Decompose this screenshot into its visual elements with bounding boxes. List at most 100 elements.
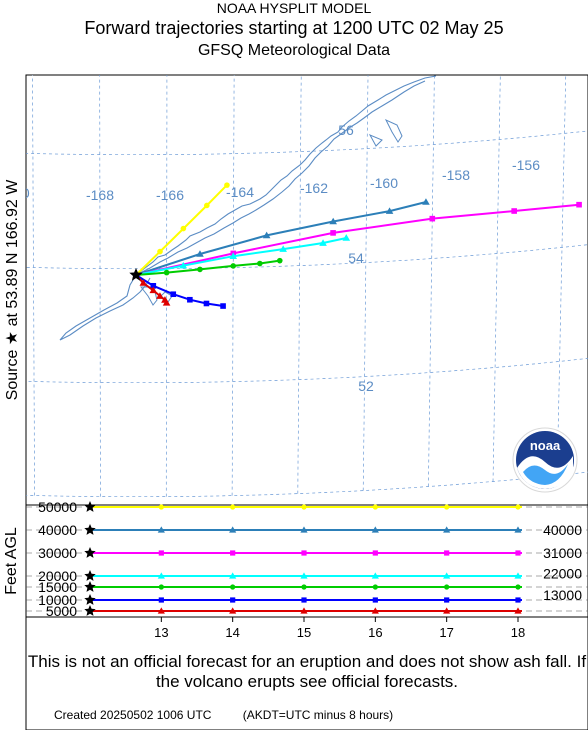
- trajectory-marker: [276, 257, 283, 264]
- altitude-marker: [372, 597, 378, 603]
- trajectory-marker: [262, 231, 271, 239]
- trajectory-marker: [196, 250, 204, 257]
- altitude-marker: [158, 584, 164, 590]
- trajectory-marker: [163, 269, 170, 276]
- source-start-star-icon: [84, 547, 96, 558]
- altitude-marker: [301, 597, 307, 603]
- trajectory-marker: [279, 245, 287, 252]
- x-tick-label: 17: [439, 625, 453, 640]
- right-height-label: 40000: [543, 522, 582, 538]
- altitude-tick-label: 20000: [38, 568, 77, 584]
- footer: Created 20250502 1006 UTC (AKDT=UTC minu…: [54, 708, 421, 722]
- x-tick-label: 15: [297, 625, 311, 640]
- alaska-peninsula-coastline: [59, 75, 437, 341]
- trajectory-marker: [139, 279, 148, 286]
- altitude-marker: [515, 584, 521, 590]
- meridian-line: [492, 75, 501, 482]
- trajectory-marker: [342, 234, 351, 241]
- altitude-marker: [300, 607, 308, 614]
- right-height-label: 13000: [543, 587, 582, 603]
- trajectory-marker: [220, 303, 226, 309]
- graticule: [26, 75, 588, 498]
- trajectory-line: [135, 203, 580, 276]
- altitude-marker: [300, 526, 308, 533]
- longitude-label: -166: [156, 187, 184, 203]
- latitude-label: 54: [348, 250, 364, 266]
- trajectory-marker: [329, 217, 337, 225]
- altitude-marker: [371, 572, 379, 579]
- noaa-logo-icon: noaa: [512, 427, 578, 493]
- longitude-label: -156: [512, 157, 540, 173]
- parallel-line: [26, 244, 588, 270]
- map-layer: 170 -168 -166 -164 -162 -160 -158 -156 56 54 52: [6, 75, 588, 498]
- altitude-marker: [443, 526, 451, 533]
- trajectory-marker: [170, 291, 177, 298]
- trajectory-marker: [511, 208, 517, 214]
- longitude-label: 170: [6, 185, 30, 201]
- trajectory-marker: [157, 248, 163, 255]
- altitude-marker: [514, 526, 522, 533]
- x-tick-label: 18: [511, 625, 525, 640]
- altitude-marker: [230, 504, 236, 510]
- altitude-marker: [230, 550, 236, 556]
- altitude-marker: [372, 504, 378, 510]
- x-tick-label: 13: [154, 625, 168, 640]
- altitude-marker: [229, 607, 237, 614]
- altitude-marker: [372, 584, 378, 590]
- trajectory-marker: [257, 260, 263, 267]
- trajectory-marker: [156, 292, 164, 299]
- trajectory-line: [135, 259, 280, 276]
- source-start-star-icon: [84, 501, 96, 512]
- trajectory-marker: [319, 239, 327, 246]
- altitude-marker: [515, 504, 521, 510]
- trajectory-marker: [429, 215, 436, 222]
- source-star-icon: [129, 268, 143, 281]
- trajectory-line: [135, 201, 427, 276]
- altitude-tick-label: 50000: [38, 499, 77, 515]
- altitude-marker: [157, 607, 165, 614]
- meridian-line: [362, 75, 369, 491]
- timezone-note: (AKDT=UTC minus 8 hours): [242, 708, 394, 722]
- longitude-label: -164: [226, 184, 254, 200]
- parallel-line: [26, 358, 588, 384]
- altitude-tick-label: 5000: [46, 603, 77, 619]
- trajectory-marker: [576, 201, 582, 208]
- kodiak-coastline: [368, 118, 403, 147]
- meridian-line: [427, 75, 435, 487]
- altitude-marker: [371, 526, 379, 533]
- altitude-marker: [514, 572, 522, 579]
- trajectory-marker: [422, 198, 430, 205]
- source-start-star-icon: [84, 605, 96, 616]
- altitude-marker: [301, 584, 307, 590]
- altitude-marker: [230, 584, 236, 590]
- altitude-marker: [444, 550, 450, 556]
- longitude-label: -160: [370, 175, 398, 191]
- trajectories: [129, 182, 582, 309]
- trajectory-marker: [180, 225, 187, 232]
- trajectory-marker: [230, 263, 237, 269]
- chart-title: Forward trajectories starting at 1200 UT…: [84, 18, 504, 38]
- source-start-star-icon: [84, 524, 96, 535]
- altitude-marker: [300, 572, 308, 579]
- longitude-label: -168: [86, 187, 114, 203]
- altitude-marker: [158, 550, 164, 556]
- meridian-line: [556, 75, 567, 476]
- altitude-marker: [158, 504, 164, 510]
- trajectory-marker: [149, 286, 158, 294]
- altitude-marker: [443, 607, 451, 614]
- trajectory-line: [135, 237, 347, 276]
- altitude-tick-label: 10000: [38, 592, 77, 608]
- altitude-marker: [301, 550, 307, 556]
- latitude-label: 56: [338, 122, 354, 138]
- latitude-label: 52: [358, 378, 374, 394]
- altitude-marker: [514, 607, 522, 614]
- model-title: NOAA HYSPLIT MODEL: [216, 0, 372, 16]
- altitude-marker: [158, 597, 164, 603]
- altitude-marker: [230, 597, 236, 603]
- altitude-marker: [515, 550, 521, 556]
- longitude-label: -162: [300, 180, 328, 196]
- meridian-line: [99, 75, 101, 497]
- altitude-marker: [371, 607, 379, 614]
- meridian-line: [32, 75, 35, 496]
- chart-subtitle: GFSQ Meteorological Data: [197, 42, 391, 59]
